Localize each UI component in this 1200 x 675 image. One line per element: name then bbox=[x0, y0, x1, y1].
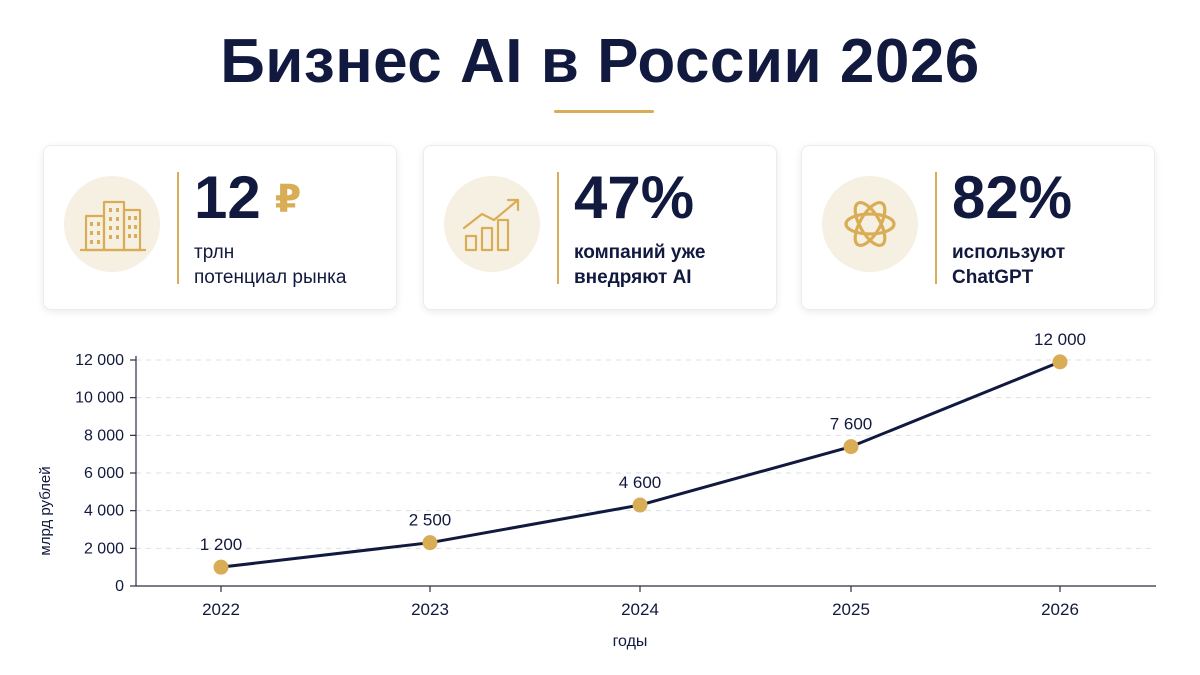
y-tick-label: 0 bbox=[115, 578, 124, 595]
x-tick-label: 2025 bbox=[832, 600, 870, 619]
x-tick-label: 2023 bbox=[411, 600, 449, 619]
data-point bbox=[213, 559, 229, 575]
data-point bbox=[1052, 354, 1068, 370]
ruble-sign: ₽ bbox=[274, 179, 302, 221]
data-point bbox=[422, 535, 438, 551]
x-tick-label: 2022 bbox=[202, 600, 240, 619]
data-point bbox=[843, 439, 859, 455]
y-tick-label: 8 000 bbox=[84, 427, 124, 444]
line-chart: 0 2 000 4 000 6 000 8 000 10 000 12 000 2022 20… bbox=[37, 330, 1156, 650]
stat-description: трлн потенциал рынка bbox=[194, 242, 347, 288]
y-tick-label: 2 000 bbox=[84, 540, 124, 557]
card-divider bbox=[557, 172, 559, 284]
stat-description: компаний уже внедряют AI bbox=[574, 242, 706, 288]
y-tick-label: 6 000 bbox=[84, 465, 124, 482]
series-line bbox=[220, 360, 1061, 569]
stat-card-market: 12 ₽ трлн потенциал рынка bbox=[43, 145, 397, 310]
y-axis-label: млрд рублей bbox=[37, 466, 54, 555]
growth-chart-icon bbox=[444, 176, 540, 272]
data-label: 1 200 bbox=[200, 535, 243, 554]
y-tick-label: 10 000 bbox=[75, 390, 124, 407]
data-label: 2 500 bbox=[409, 511, 452, 530]
stat-value: 82% bbox=[952, 164, 1073, 231]
x-tick-label: 2024 bbox=[621, 600, 659, 619]
data-label: 7 600 bbox=[830, 415, 873, 434]
buildings-icon bbox=[64, 176, 160, 272]
stat-card-chatgpt: 82% используют ChatGPT bbox=[801, 145, 1155, 310]
y-tick-label: 12 000 bbox=[75, 352, 124, 369]
card-divider bbox=[177, 172, 179, 284]
data-label: 4 600 bbox=[619, 473, 662, 492]
stat-value: 12 ₽ bbox=[194, 164, 302, 231]
card-divider bbox=[935, 172, 937, 284]
stat-description: используют ChatGPT bbox=[952, 242, 1066, 288]
stat-card-adoption: 47% компаний уже внедряют AI bbox=[423, 145, 777, 310]
stat-value: 47% bbox=[574, 164, 695, 231]
x-axis-label: годы bbox=[613, 633, 648, 650]
page-title: Бизнес AI в России 2026 bbox=[220, 27, 980, 96]
x-tick-label: 2026 bbox=[1041, 600, 1079, 619]
y-tick-label: 4 000 bbox=[84, 503, 124, 520]
title-underline bbox=[554, 110, 654, 113]
chatgpt-logo-icon bbox=[822, 176, 918, 272]
data-label: 12 000 bbox=[1034, 330, 1086, 349]
data-point bbox=[632, 497, 648, 513]
